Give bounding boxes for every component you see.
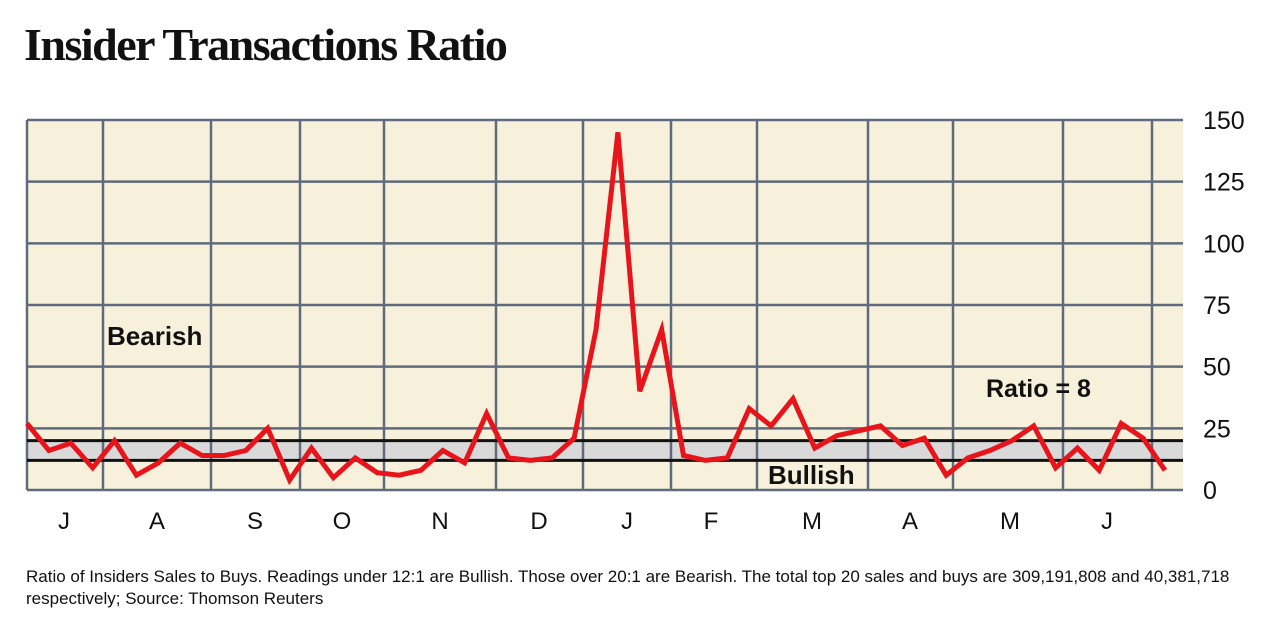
x-tick-label: S (247, 508, 263, 535)
x-tick-label: A (902, 508, 918, 535)
chart-footnote: Ratio of Insiders Sales to Buys. Reading… (26, 567, 1230, 608)
bearish-label: Bearish (107, 321, 202, 351)
x-tick-label: N (431, 508, 448, 535)
ratio-label: Ratio = 8 (986, 375, 1091, 403)
x-tick-label: D (530, 508, 547, 535)
y-tick-label: 125 (1203, 169, 1245, 197)
line-chart: 0 25 50 75 100 125 150 J A S O N D J F M A M J Bearish Bulli… (25, 107, 1245, 535)
x-tick-label: F (704, 508, 719, 535)
y-tick-label: 50 (1203, 354, 1231, 382)
y-tick-label: 100 (1203, 230, 1245, 258)
x-tick-label: A (149, 508, 165, 535)
y-tick-label: 25 (1203, 415, 1231, 443)
x-tick-label: M (802, 508, 822, 535)
x-tick-label: O (333, 508, 352, 535)
y-tick-label: 150 (1203, 107, 1245, 135)
x-tick-label: J (58, 508, 70, 535)
bullish-label: Bullish (768, 460, 855, 490)
chart-title: Insider Transactions Ratio (24, 19, 508, 70)
y-tick-label: 75 (1203, 292, 1231, 320)
x-tick-label: M (1000, 508, 1020, 535)
x-tick-label: J (621, 508, 633, 535)
x-tick-label: J (1101, 508, 1113, 535)
y-tick-label: 0 (1203, 477, 1217, 505)
